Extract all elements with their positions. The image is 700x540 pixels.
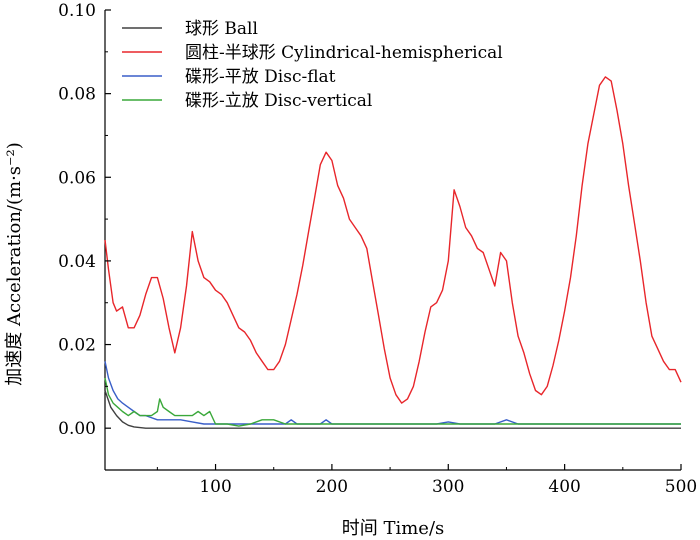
y-tick-label: 0.10	[58, 1, 96, 21]
series-line-4	[104, 377, 681, 427]
y-tick-label: 0.06	[58, 168, 96, 188]
x-tick-label: 100	[199, 477, 231, 497]
legend-label: 球形 Ball	[185, 19, 258, 39]
x-tick-label: 300	[432, 477, 464, 497]
legend: 球形 Ball 圆柱-半球形 Cylindrical-hemispherical 碟…	[122, 19, 503, 111]
series-line-2	[104, 76, 682, 404]
y-tick-label: 0.08	[58, 85, 96, 105]
x-axis: 100 200 300 400 500	[156, 464, 697, 497]
series-line-1	[104, 390, 681, 429]
series-layer	[104, 76, 682, 429]
x-tick-label: 400	[548, 477, 580, 497]
legend-label: 碟形-平放 Disc-flat	[185, 67, 336, 87]
legend-label: 圆柱-半球形 Cylindrical-hemispherical	[185, 43, 503, 63]
x-tick-label: 500	[665, 477, 697, 497]
y-axis: 0.00 0.02 0.04 0.06 0.08 0.10	[58, 1, 111, 439]
x-axis-label: 时间 Time/s	[342, 518, 445, 539]
y-tick-label: 0.04	[58, 252, 96, 272]
legend-label: 碟形-立放 Disc-vertical	[185, 91, 372, 111]
x-tick-label: 200	[316, 477, 348, 497]
y-axis-label: 加速度 Acceleration/(m·s⁻²)	[4, 142, 25, 386]
series-line-3	[104, 361, 681, 425]
y-tick-label: 0.00	[58, 419, 96, 439]
y-tick-label: 0.02	[58, 336, 96, 356]
